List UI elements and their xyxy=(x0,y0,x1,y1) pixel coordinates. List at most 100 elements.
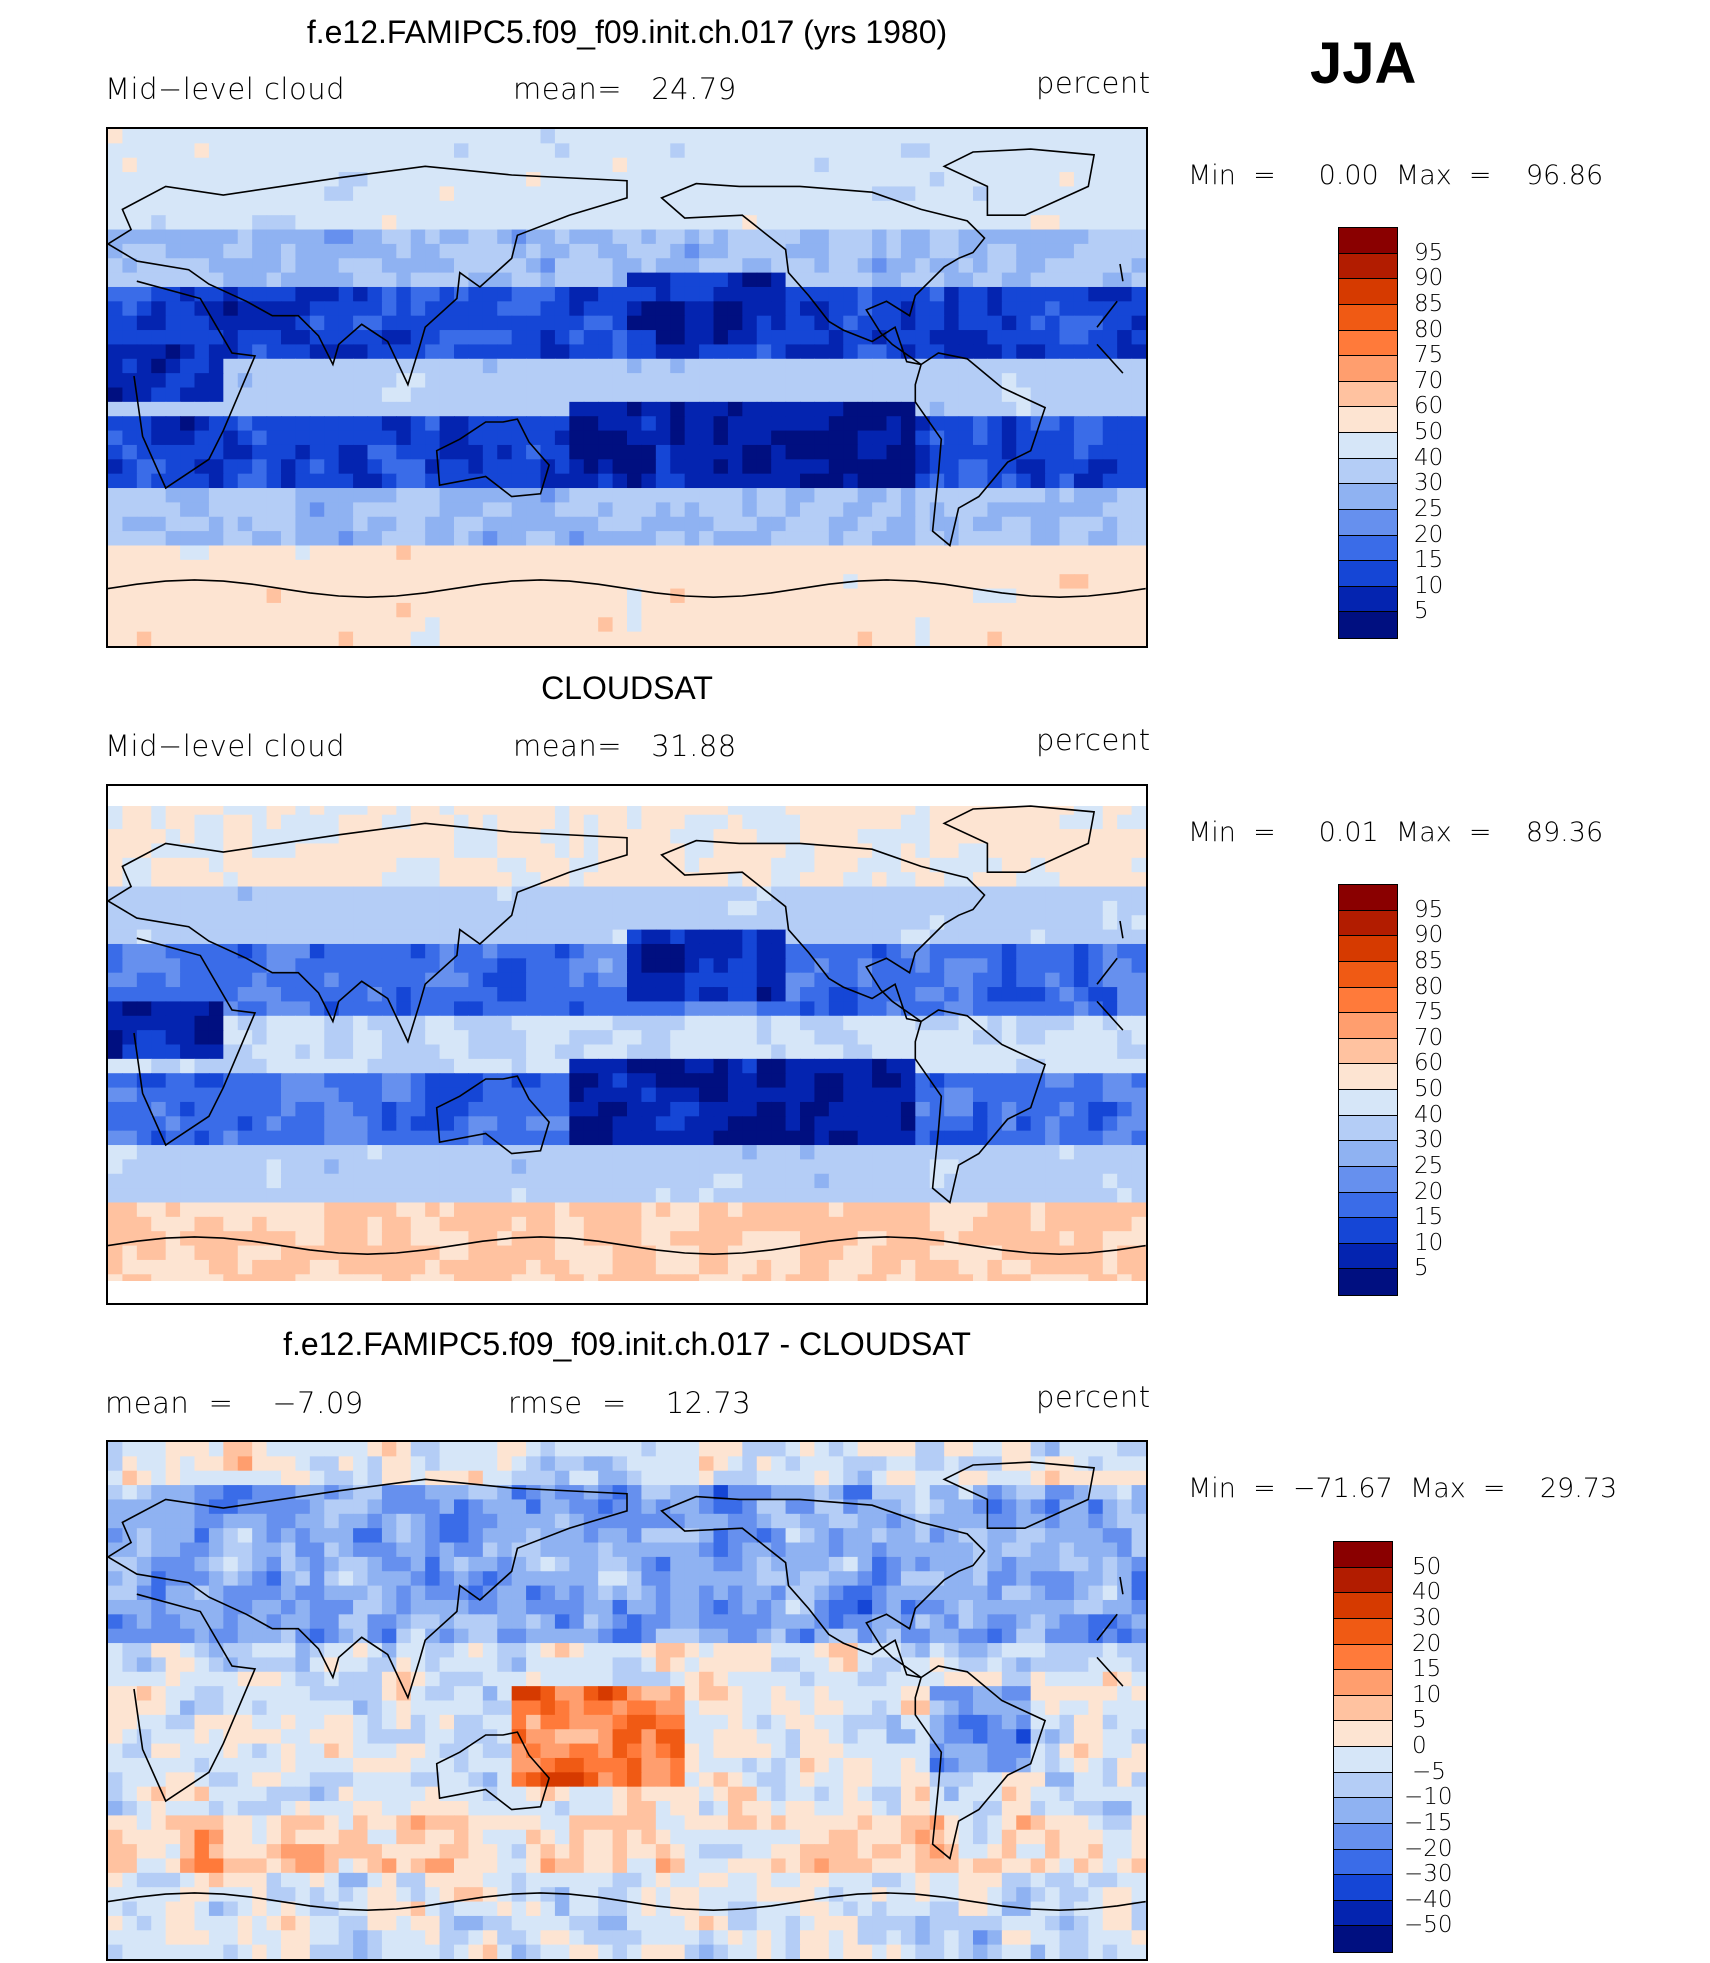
colorbar-swatch xyxy=(1339,1038,1397,1065)
colorbar-tick-label: 10 xyxy=(1412,1681,1442,1708)
panel-1-map xyxy=(106,127,1148,648)
colorbar-tick-label: 80 xyxy=(1414,973,1444,1000)
panel-2-units-label: percent xyxy=(1036,723,1151,757)
colorbar-swatch xyxy=(1334,1900,1392,1927)
colorbar-tick-label: 20 xyxy=(1414,521,1444,548)
panel-2-mean-label: mean= 31.88 xyxy=(513,729,737,763)
colorbar-tick-label: 95 xyxy=(1414,896,1444,923)
colorbar-tick-label: 20 xyxy=(1414,1178,1444,1205)
colorbar-swatch xyxy=(1339,1192,1397,1219)
panel-1-map-svg xyxy=(108,129,1146,646)
panel-3-colorbar xyxy=(1333,1541,1393,1953)
colorbar-swatch xyxy=(1339,1064,1397,1090)
colorbar-swatch xyxy=(1339,535,1397,562)
colorbar-tick-label: 5 xyxy=(1414,598,1429,625)
colorbar-swatch xyxy=(1339,1141,1397,1167)
colorbar-tick-label: 5 xyxy=(1412,1707,1427,1734)
colorbar-tick-label: 30 xyxy=(1414,1127,1444,1154)
panel-3-min-max: Min = −71.67 Max = 29.73 xyxy=(1188,1473,1618,1504)
colorbar-swatch xyxy=(1339,356,1397,382)
colorbar-tick-label: 40 xyxy=(1412,1579,1442,1606)
field-layer xyxy=(108,129,1146,646)
colorbar-tick-label: 25 xyxy=(1414,1152,1444,1179)
colorbar-tick-label: 40 xyxy=(1414,444,1444,471)
colorbar-tick-label: −15 xyxy=(1404,1809,1453,1836)
colorbar-swatch xyxy=(1339,433,1397,459)
colorbar-tick-label: 80 xyxy=(1414,316,1444,343)
colorbar-swatch xyxy=(1339,936,1397,962)
colorbar-swatch xyxy=(1339,885,1397,911)
panel-3-units-label: percent xyxy=(1036,1380,1151,1414)
colorbar-swatch xyxy=(1339,1243,1397,1270)
colorbar-swatch xyxy=(1339,509,1397,536)
colorbar-tick-label: 20 xyxy=(1412,1630,1442,1657)
colorbar-tick-label: −40 xyxy=(1404,1886,1453,1913)
colorbar-swatch xyxy=(1334,1644,1392,1671)
colorbar-swatch xyxy=(1334,1542,1392,1568)
colorbar-tick-label: 75 xyxy=(1414,999,1444,1026)
colorbar-tick-label: 60 xyxy=(1414,1050,1444,1077)
colorbar-swatch xyxy=(1339,304,1397,331)
colorbar-swatch xyxy=(1339,381,1397,408)
colorbar-swatch xyxy=(1339,1090,1397,1116)
colorbar-swatch xyxy=(1339,484,1397,510)
colorbar-tick-label: 50 xyxy=(1414,1076,1444,1102)
colorbar-swatch xyxy=(1339,910,1397,937)
panel-2-colorbar xyxy=(1338,884,1398,1296)
colorbar-tick-label: 75 xyxy=(1414,342,1444,369)
field-layer xyxy=(108,1442,1146,1959)
colorbar-swatch xyxy=(1339,1269,1397,1295)
colorbar-swatch xyxy=(1339,407,1397,433)
colorbar-swatch xyxy=(1339,458,1397,485)
colorbar-swatch xyxy=(1334,1695,1392,1722)
colorbar-swatch xyxy=(1334,1849,1392,1876)
colorbar-tick-label: 90 xyxy=(1414,265,1444,292)
colorbar-tick-label: −5 xyxy=(1412,1758,1446,1785)
colorbar-tick-label: 90 xyxy=(1414,922,1444,949)
panel-1-min-max: Min = 0.00 Max = 96.86 xyxy=(1188,160,1604,191)
colorbar-swatch xyxy=(1339,1115,1397,1142)
colorbar-swatch xyxy=(1334,1670,1392,1696)
colorbar-swatch xyxy=(1339,961,1397,988)
colorbar-tick-label: 15 xyxy=(1412,1656,1442,1683)
field-layer xyxy=(108,786,1146,1303)
colorbar-swatch xyxy=(1339,279,1397,305)
colorbar-tick-label: 50 xyxy=(1414,419,1444,445)
colorbar-swatch xyxy=(1339,1166,1397,1193)
colorbar-tick-label: 10 xyxy=(1414,572,1444,599)
panel-3-map xyxy=(106,1440,1148,1961)
colorbar-tick-label: 25 xyxy=(1414,495,1444,522)
colorbar-tick-label: 15 xyxy=(1414,1204,1444,1231)
season-label: JJA xyxy=(1310,31,1417,96)
colorbar-tick-label: 70 xyxy=(1414,367,1444,394)
colorbar-tick-label: 85 xyxy=(1414,947,1444,974)
panel-1-title: f.e12.FAMIPC5.f09_f09.init.ch.017 (yrs 1… xyxy=(306,14,948,50)
coastline-layer xyxy=(108,148,1146,599)
panel-3-map-svg xyxy=(108,1442,1146,1959)
panel-1-mean-label: mean= 24.79 xyxy=(513,72,737,106)
colorbar-swatch xyxy=(1339,228,1397,254)
colorbar-tick-label: 95 xyxy=(1414,239,1444,266)
colorbar-tick-label: 85 xyxy=(1414,290,1444,317)
colorbar-tick-label: 30 xyxy=(1414,470,1444,497)
panel-1-units-label: percent xyxy=(1036,66,1151,100)
colorbar-swatch xyxy=(1339,561,1397,587)
panel-2-title: CLOUDSAT xyxy=(541,670,713,706)
panel-3-title: f.e12.FAMIPC5.f09_f09.init.ch.017 - CLOU… xyxy=(283,1326,971,1362)
coastline-layer xyxy=(108,805,1146,1256)
panel-2-min-max: Min = 0.01 Max = 89.36 xyxy=(1188,817,1604,848)
colorbar-swatch xyxy=(1334,1721,1392,1747)
panel-3-mean-label: mean = −7.09 xyxy=(105,1386,364,1420)
colorbar-tick-label: 30 xyxy=(1412,1604,1442,1631)
colorbar-swatch xyxy=(1334,1747,1392,1773)
panel-2-map-svg xyxy=(108,786,1146,1303)
panel-2-variable-label: Mid−level cloud xyxy=(105,729,345,763)
colorbar-swatch xyxy=(1339,987,1397,1014)
colorbar-tick-label: −20 xyxy=(1404,1835,1453,1862)
coastline-layer xyxy=(108,1461,1146,1912)
colorbar-tick-label: 40 xyxy=(1414,1101,1444,1128)
colorbar-tick-label: 15 xyxy=(1414,547,1444,574)
colorbar-swatch xyxy=(1339,612,1397,638)
colorbar-swatch xyxy=(1334,1875,1392,1901)
colorbar-swatch xyxy=(1334,1926,1392,1952)
